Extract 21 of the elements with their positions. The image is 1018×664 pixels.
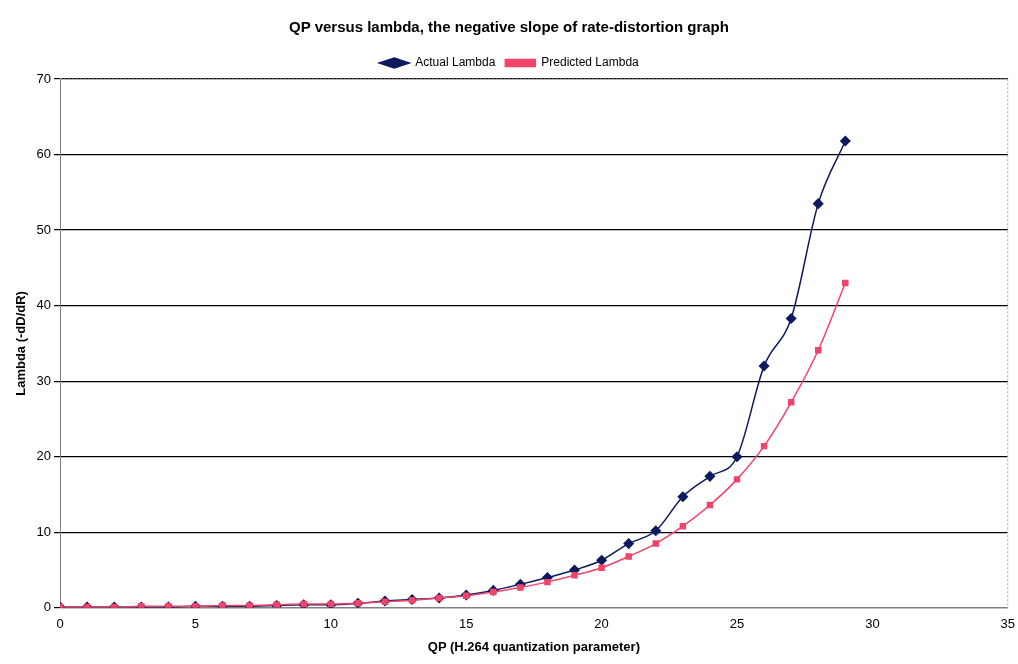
y-tick-label: 50 <box>36 221 52 237</box>
x-tick-label: 10 <box>323 616 339 632</box>
x-tick-label: 20 <box>594 616 609 632</box>
chart-title: QP versus lambda, the negative slope of rate-distortion graph <box>289 18 729 36</box>
y-tick-label: 10 <box>36 523 52 539</box>
x-tick-label: 30 <box>865 616 880 632</box>
x-tick-label: 25 <box>729 616 745 632</box>
x-tick-label: 0 <box>56 616 64 632</box>
y-tick-label: 0 <box>43 599 52 615</box>
y-tick-label: 70 <box>36 70 52 86</box>
y-tick-label: 20 <box>36 448 52 464</box>
x-tick-label: 15 <box>458 616 474 632</box>
legend-label: Actual Lambda <box>415 55 496 70</box>
y-tick-label: 40 <box>36 297 52 313</box>
x-tick-label: 35 <box>1000 616 1015 632</box>
y-tick-label: 60 <box>36 146 52 162</box>
x-tick-label: 5 <box>191 616 200 632</box>
y-axis-title: Lambda (-dD/dR) <box>13 291 29 396</box>
y-tick-label: 30 <box>36 372 52 388</box>
legend-label: Predicted Lambda <box>541 55 640 70</box>
x-axis-title: QP (H.264 quantization parameter) <box>427 638 640 654</box>
